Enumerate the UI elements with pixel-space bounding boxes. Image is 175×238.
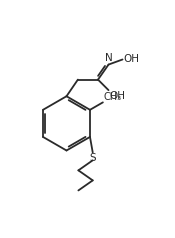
Text: OH: OH — [109, 91, 125, 101]
Text: S: S — [89, 153, 96, 163]
Text: N: N — [105, 53, 112, 63]
Text: OH: OH — [123, 55, 139, 64]
Text: CH₃: CH₃ — [103, 92, 121, 102]
